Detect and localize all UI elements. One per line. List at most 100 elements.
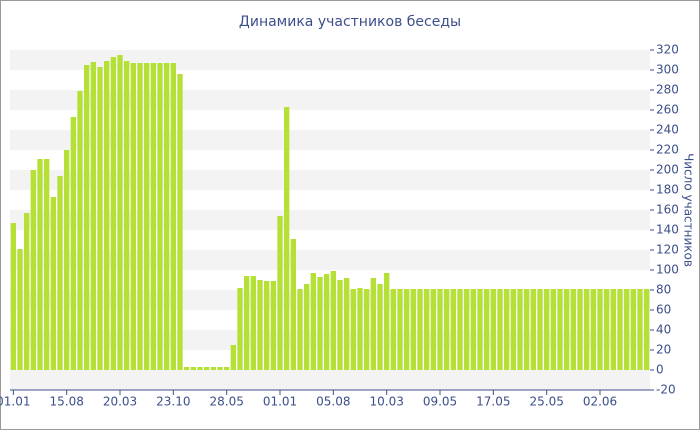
bar <box>24 213 30 370</box>
bar <box>310 273 316 370</box>
bar <box>204 367 210 370</box>
bar <box>237 288 243 370</box>
bar <box>257 280 263 370</box>
bar <box>430 289 436 370</box>
bar <box>10 223 16 370</box>
bar <box>444 289 450 370</box>
bar <box>384 273 390 370</box>
bar <box>537 289 543 370</box>
bar <box>17 249 23 370</box>
bar <box>124 61 130 370</box>
bar <box>464 289 470 370</box>
x-tick-label: 10.03 <box>369 395 403 409</box>
y-tick-label: 180 <box>656 183 679 197</box>
bar <box>644 289 650 370</box>
x-tick-label: 17.05 <box>476 395 510 409</box>
bar <box>617 289 623 370</box>
bar <box>304 284 310 370</box>
bar <box>197 367 203 370</box>
bar <box>484 289 490 370</box>
bar <box>284 107 290 370</box>
bar <box>297 289 303 370</box>
y-tick-label: 160 <box>656 203 679 217</box>
bar <box>410 289 416 370</box>
bar <box>497 289 503 370</box>
y-tick-label: 220 <box>656 143 679 157</box>
bar <box>377 284 383 370</box>
bar <box>290 239 296 370</box>
bar <box>530 289 536 370</box>
grid-band <box>10 130 650 150</box>
y-tick-label: 140 <box>656 223 679 237</box>
chart-title: Динамика участников беседы <box>239 14 461 30</box>
bar <box>397 289 403 370</box>
bar <box>344 278 350 370</box>
bar <box>64 150 70 370</box>
bar <box>117 55 123 370</box>
bar <box>210 367 216 370</box>
bar <box>584 289 590 370</box>
grid-band <box>10 330 650 350</box>
bar <box>350 289 356 370</box>
bar <box>424 289 430 370</box>
grid-band <box>10 210 650 230</box>
bar <box>184 367 190 370</box>
x-tick-label: 25.05 <box>529 395 563 409</box>
bar <box>437 289 443 370</box>
x-tick-label: 23.10 <box>156 395 190 409</box>
bar <box>57 176 63 370</box>
bar <box>97 67 103 370</box>
bar <box>170 63 176 370</box>
bar <box>624 289 630 370</box>
grid-band <box>10 50 650 70</box>
bar <box>110 57 116 370</box>
bar <box>50 197 56 370</box>
bar <box>370 278 376 370</box>
bar <box>457 289 463 370</box>
bar <box>470 289 476 370</box>
bar <box>130 63 136 370</box>
bar <box>190 367 196 370</box>
y-tick-label: 120 <box>656 243 679 257</box>
y-tick-label: 0 <box>656 363 664 377</box>
bar <box>510 289 516 370</box>
y-tick-label: 100 <box>656 263 679 277</box>
bar <box>44 159 50 370</box>
bar <box>270 281 276 370</box>
y-axis-label: Число участников <box>682 153 696 267</box>
bar <box>224 367 230 370</box>
grid-band <box>10 90 650 110</box>
x-tick-label: 05.08 <box>316 395 350 409</box>
bar <box>157 63 163 370</box>
bar <box>517 289 523 370</box>
x-tick-label: 09.05 <box>423 395 457 409</box>
y-tick-label: 260 <box>656 103 679 117</box>
bar <box>217 367 223 370</box>
x-tick-label: 02.06 <box>583 395 617 409</box>
y-tick-label: 20 <box>656 343 671 357</box>
bar <box>84 65 90 370</box>
x-tick-label: 01.01 <box>263 395 297 409</box>
bar <box>230 345 236 370</box>
bar <box>357 288 363 370</box>
bar <box>90 62 96 370</box>
bar <box>337 280 343 370</box>
grid-band <box>10 290 650 310</box>
y-tick-label: 240 <box>656 123 679 137</box>
bar <box>317 277 323 370</box>
bar <box>70 117 76 370</box>
bar <box>417 289 423 370</box>
bar <box>450 289 456 370</box>
bar <box>597 289 603 370</box>
y-tick-label: 280 <box>656 83 679 97</box>
grid-band <box>10 170 650 190</box>
bar <box>557 289 563 370</box>
y-tick-label: 40 <box>656 323 671 337</box>
bar <box>390 289 396 370</box>
bar <box>404 289 410 370</box>
y-tick-label: 200 <box>656 163 679 177</box>
bar <box>570 289 576 370</box>
grid-band <box>10 370 650 390</box>
bar <box>490 289 496 370</box>
